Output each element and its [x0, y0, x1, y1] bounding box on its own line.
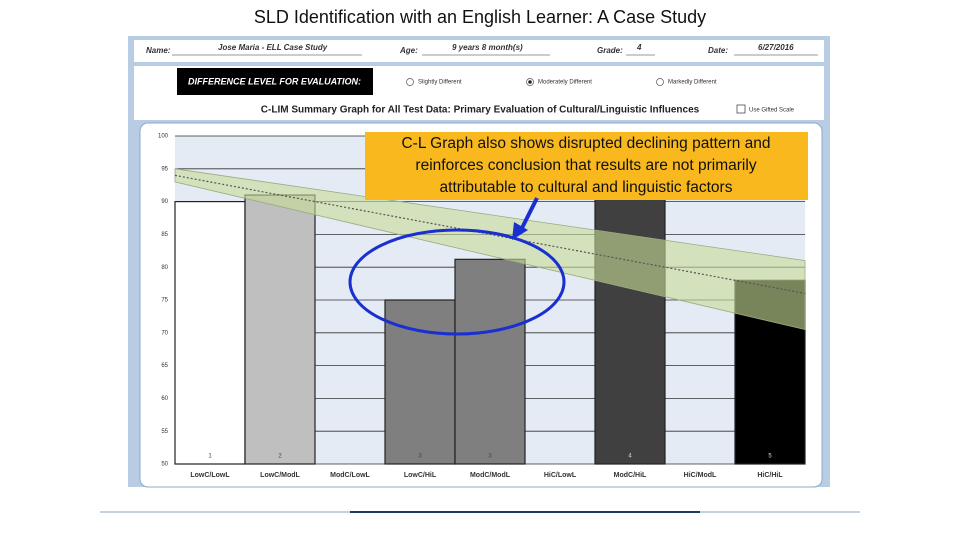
gifted-checkbox	[736, 104, 746, 114]
chart-title: C-LIM Summary Graph for All Test Data: P…	[261, 105, 700, 116]
bar	[594, 187, 666, 465]
difference-box	[177, 68, 373, 95]
y-tick-label: 65	[161, 363, 168, 369]
options: Slightly Different Moderately Different Ma…	[406, 78, 717, 86]
slide-title: SLD Identification with an English Learn…	[254, 7, 706, 27]
date-label: Date:	[708, 46, 728, 55]
grade-label: Grade:	[597, 46, 623, 55]
x-tick-label: LowC/ModL	[260, 472, 300, 479]
y-tick-label: 60	[161, 396, 168, 402]
callout-line: reinforces conclusion that results are n…	[415, 157, 756, 174]
arrow-head	[512, 222, 528, 240]
y-tick-label: 100	[158, 134, 169, 140]
radio	[656, 78, 664, 86]
callout-line: attributable to cultural and linguistic …	[440, 179, 733, 196]
radio-dot	[528, 80, 532, 84]
bar	[174, 201, 246, 465]
radio-label: Markedly Different	[668, 80, 717, 86]
trend-line	[174, 174, 806, 295]
x-tick-label: ModC/LowL	[330, 472, 370, 479]
bar-label: 1	[208, 454, 212, 460]
x-tick-label: LowC/LowL	[190, 472, 230, 479]
y-tick-label: 70	[161, 330, 168, 336]
callout-line: C-L Graph also shows disrupted declining…	[401, 135, 770, 152]
x-tick-label: LowC/HiL	[404, 472, 437, 479]
y-tick-label: 85	[161, 232, 168, 238]
radio-label: Moderately Different	[538, 80, 592, 86]
y-tick-label: 90	[161, 199, 168, 205]
y-tick-label: 55	[161, 429, 168, 435]
bar-label: 3	[488, 454, 492, 460]
arrow-shaft	[518, 197, 539, 233]
radio-label: Slightly Different	[418, 80, 462, 86]
gifted-label: Use Gifted Scale	[749, 108, 795, 114]
x-tick-label: HiC/ModL	[684, 472, 717, 479]
date-value: 6/27/2016	[758, 43, 794, 52]
title-row	[134, 100, 824, 120]
name-label: Name:	[146, 46, 171, 55]
bar	[454, 258, 526, 465]
age-label: Age:	[399, 46, 418, 55]
difference-label: DIFFERENCE LEVEL FOR EVALUATION:	[188, 76, 361, 86]
x-tick-label: ModC/ModL	[470, 472, 511, 479]
plot: 50 55 60 65 70 75 80 85 90 95 100 LowC/LowL 1 LowC/Mo…	[158, 134, 806, 479]
age-value: 9 years 8 month(s)	[452, 43, 523, 52]
bar-label: 2	[278, 454, 282, 460]
y-tick-label: 50	[161, 462, 168, 468]
highlight-ellipse	[348, 228, 566, 336]
y-tick-label: 75	[161, 298, 168, 304]
bar-label: 5	[768, 454, 772, 460]
bar-label: 4	[628, 454, 632, 460]
name-value: Jose Maria - ELL Case Study	[218, 43, 328, 52]
x-tick-label: ModC/HiL	[614, 472, 647, 479]
form-row	[134, 40, 824, 62]
expected-range-band	[174, 168, 806, 331]
bar-label: 3	[418, 454, 422, 460]
bar	[384, 299, 456, 465]
y-tick-label: 95	[161, 166, 168, 172]
radio	[406, 78, 414, 86]
bar	[244, 194, 316, 465]
x-tick-label: HiC/LowL	[544, 472, 577, 479]
callout-box	[365, 132, 808, 200]
y-tick-label: 80	[161, 265, 168, 271]
x-tick-label: HiC/HiL	[757, 472, 783, 479]
grade-value: 4	[636, 43, 642, 52]
